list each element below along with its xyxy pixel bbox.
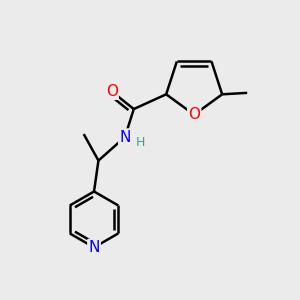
Text: O: O xyxy=(188,107,200,122)
Text: O: O xyxy=(106,84,118,99)
Text: N: N xyxy=(119,130,130,145)
Text: H: H xyxy=(136,136,145,149)
Text: N: N xyxy=(88,240,100,255)
